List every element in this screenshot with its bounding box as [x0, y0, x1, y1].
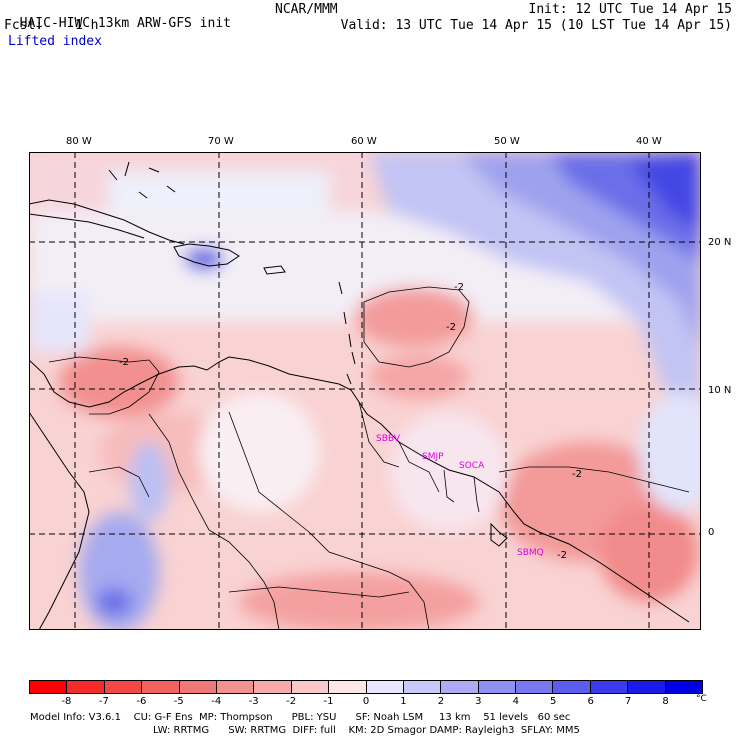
colorbar-swatch: [103, 681, 142, 693]
colorbar-tick-label: -7: [98, 696, 109, 707]
shading-field: [29, 152, 701, 630]
station-sbmq: SBMQ: [517, 548, 544, 558]
colorbar-swatch: [178, 681, 216, 693]
lon-label-60w: 60 W: [351, 136, 377, 147]
station-labels: SBBV SMJP SOCA SBMQ: [376, 434, 544, 558]
colorbar-tick-label: 6: [587, 696, 594, 707]
colorbar-tick-label: -4: [211, 696, 222, 707]
colorbar-tick-label: -1: [323, 696, 334, 707]
init-time: Init: 12 UTC Tue 14 Apr 15: [528, 2, 733, 17]
colorbar-swatch: [627, 681, 665, 693]
colorbar-swatch: [552, 681, 590, 693]
contour-label: -2: [572, 469, 582, 480]
colorbar-tick-label: 3: [475, 696, 482, 707]
lon-label-50w: 50 W: [494, 136, 520, 147]
colorbar-swatch: [30, 681, 67, 693]
colorbar-tick-label: 2: [437, 696, 445, 707]
colorbar-tick-label: -6: [136, 696, 147, 707]
colorbar-swatch: [515, 681, 553, 693]
colorbar-swatch: [290, 681, 329, 693]
org-label: NCAR/MMM: [275, 2, 338, 17]
lon-label-70w: 70 W: [208, 136, 234, 147]
colorbar-swatch: [141, 681, 179, 693]
contour-label: -2: [446, 322, 456, 333]
model-title: HAIC-HIWC 13km ARW-GFS init: [4, 3, 231, 31]
colorbar-tick-label: -5: [173, 696, 184, 707]
colorbar-swatch: [440, 681, 478, 693]
station-smjp: SMJP: [422, 452, 444, 462]
lon-label-80w: 80 W: [66, 136, 92, 147]
fcst-value: 1 h: [75, 18, 99, 33]
contour-label: -2: [119, 357, 129, 368]
colorbar-swatch: [589, 681, 628, 693]
lat-label-0: 0: [708, 527, 715, 538]
graticule: [29, 152, 701, 630]
colorbar-tick-label: -3: [248, 696, 259, 707]
colorbar-tick-label: -8: [61, 696, 72, 707]
lon-label-40w: 40 W: [636, 136, 662, 147]
colorbar-unit: °C: [696, 694, 707, 704]
colorbar: [29, 680, 703, 694]
model-title-text: HAIC-HIWC 13km ARW-GFS init: [19, 16, 231, 31]
contours: [48, 286, 690, 598]
footer-line-1: Model Info: V3.6.1 CU: G-F Ens MP: Thomp…: [30, 712, 571, 723]
colorbar-tick-label: 8: [662, 696, 669, 707]
lat-label-20n: 20 N: [708, 237, 732, 248]
station-sbbv: SBBV: [376, 434, 401, 444]
fcst-label: Fcst:: [4, 18, 44, 33]
contour-label: -2: [557, 550, 567, 561]
colorbar-tick-label: -2: [286, 696, 297, 707]
colorbar-tick-label: 7: [624, 696, 632, 707]
lat-label-10n: 10 N: [708, 385, 732, 396]
station-soca: SOCA: [459, 461, 485, 471]
colorbar-swatch: [402, 681, 441, 693]
contour-label: -2: [454, 282, 464, 293]
colorbar-swatch: [328, 681, 366, 693]
colorbar-tick-label: 1: [400, 696, 407, 707]
colorbar-swatch: [477, 681, 516, 693]
colorbar-swatch: [215, 681, 254, 693]
coastlines: [29, 161, 690, 630]
colorbar-swatch: [66, 681, 104, 693]
valid-time: Valid: 13 UTC Tue 14 Apr 15 (10 LST Tue …: [340, 18, 732, 33]
lifted-index-map: -2 -2 -2 -2 -2 SBBV SMJP SOCA SBMQ: [29, 152, 701, 630]
colorbar-tick-label: 0: [362, 696, 370, 707]
field-name: Lifted index: [8, 34, 102, 49]
footer-line-2: LW: RRTMG SW: RRTMG DIFF: full KM: 2D Sm…: [153, 725, 580, 736]
contour-labels: -2 -2 -2 -2 -2: [119, 282, 582, 561]
colorbar-tick-label: 4: [512, 696, 519, 707]
colorbar-swatch: [365, 681, 403, 693]
colorbar-swatch: [253, 681, 291, 693]
colorbar-swatch: [664, 681, 703, 693]
colorbar-tick-label: 5: [550, 696, 557, 707]
